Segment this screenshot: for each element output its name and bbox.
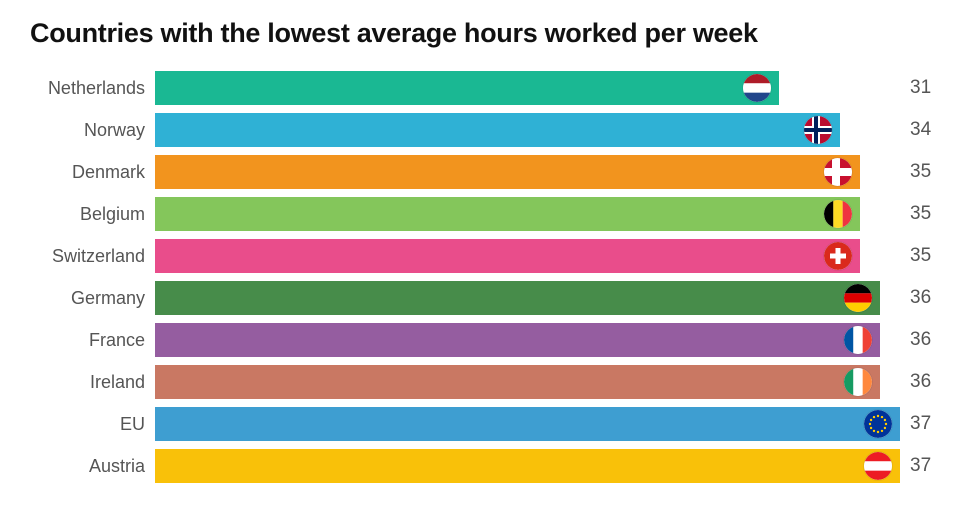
row-value: 37 <box>900 413 950 435</box>
bar-row: Germany36 <box>30 281 933 315</box>
row-label: Ireland <box>30 372 155 393</box>
row-value: 35 <box>900 161 950 183</box>
bar-row: Ireland36 <box>30 365 933 399</box>
bar-row: Norway34 <box>30 113 933 147</box>
hours-chart: Countries with the lowest average hours … <box>0 0 963 519</box>
bar-row: Denmark35 <box>30 155 933 189</box>
bar-row: Belgium35 <box>30 197 933 231</box>
bar-track <box>155 197 900 231</box>
bar <box>155 449 900 483</box>
row-value: 35 <box>900 203 950 225</box>
row-label: Germany <box>30 288 155 309</box>
flag-icon <box>743 74 771 102</box>
flag-icon <box>804 116 832 144</box>
row-value: 34 <box>900 119 950 141</box>
flag-icon <box>824 242 852 270</box>
row-value: 37 <box>900 455 950 477</box>
bar <box>155 155 860 189</box>
bar-row: Austria37 <box>30 449 933 483</box>
bar-track <box>155 239 900 273</box>
row-label: Belgium <box>30 204 155 225</box>
row-label: EU <box>30 414 155 435</box>
bar-track <box>155 155 900 189</box>
bar-track <box>155 281 900 315</box>
bar-row: Netherlands31 <box>30 71 933 105</box>
flag-icon <box>844 284 872 312</box>
bar <box>155 323 880 357</box>
row-value: 36 <box>900 329 950 351</box>
flag-icon <box>844 326 872 354</box>
bar-track <box>155 71 900 105</box>
bar-row: France36 <box>30 323 933 357</box>
bar-track <box>155 323 900 357</box>
bar <box>155 281 880 315</box>
chart-rows: Netherlands31 Norway34 Denmark35 Belgium35 S… <box>30 71 933 483</box>
bar <box>155 197 860 231</box>
row-value: 35 <box>900 245 950 267</box>
row-label: Austria <box>30 456 155 477</box>
bar-track <box>155 365 900 399</box>
row-label: France <box>30 330 155 351</box>
bar-track <box>155 113 900 147</box>
flag-icon <box>864 452 892 480</box>
bar <box>155 113 840 147</box>
flag-icon <box>864 410 892 438</box>
bar-row: EU37 <box>30 407 933 441</box>
flag-icon <box>824 200 852 228</box>
flag-icon <box>824 158 852 186</box>
row-value: 36 <box>900 371 950 393</box>
row-label: Norway <box>30 120 155 141</box>
bar-row: Switzerland35 <box>30 239 933 273</box>
row-label: Denmark <box>30 162 155 183</box>
bar <box>155 407 900 441</box>
bar-track <box>155 407 900 441</box>
bar <box>155 365 880 399</box>
flag-icon <box>844 368 872 396</box>
row-label: Switzerland <box>30 246 155 267</box>
row-value: 31 <box>900 77 950 99</box>
bar <box>155 239 860 273</box>
row-value: 36 <box>900 287 950 309</box>
row-label: Netherlands <box>30 78 155 99</box>
bar-track <box>155 449 900 483</box>
bar <box>155 71 779 105</box>
chart-title: Countries with the lowest average hours … <box>30 18 933 49</box>
